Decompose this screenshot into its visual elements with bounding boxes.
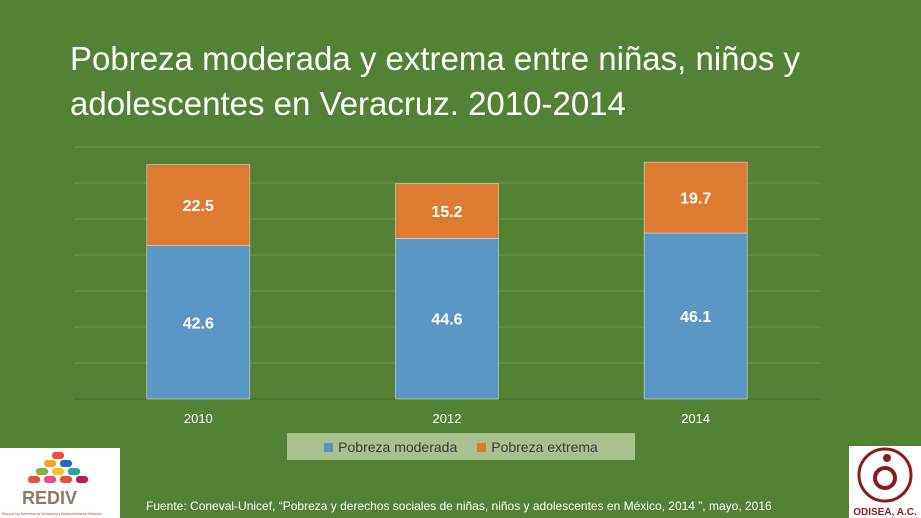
data-label: 42.6 bbox=[183, 315, 214, 332]
stacked-bar-chart: 42.6 22.5 2010 44.6 15.2 2012 46.1 19.7 2014 bbox=[74, 146, 820, 426]
data-label: 15.2 bbox=[431, 204, 462, 221]
svg-text:ODISEA, A.C.: ODISEA, A.C. bbox=[853, 507, 917, 518]
bar-extrema bbox=[395, 183, 499, 239]
odisea-logo: ODISEA, A.C. bbox=[849, 446, 921, 518]
rediv-logo: REDIV Red por los Derechos de la Infanci… bbox=[0, 448, 120, 518]
bar-moderada bbox=[643, 232, 748, 400]
source-note: Fuente: Coneval-Unicef, “Pobreza y derec… bbox=[146, 499, 772, 513]
legend-item-moderada: Pobreza moderada bbox=[324, 439, 457, 455]
legend-label: Pobreza extrema bbox=[491, 438, 598, 455]
data-label: 19.7 bbox=[680, 191, 711, 208]
legend: Pobreza moderada Pobreza extrema bbox=[287, 433, 635, 460]
svg-text:Red por los Derechos de la Inf: Red por los Derechos de la Infancia y Ad… bbox=[2, 512, 102, 516]
x-tick-label: 2010 bbox=[184, 411, 213, 426]
svg-text:REDIV: REDIV bbox=[22, 488, 77, 508]
legend-label: Pobreza moderada bbox=[338, 438, 458, 455]
legend-item-extrema: Pobreza extrema bbox=[477, 439, 598, 455]
bar-extrema bbox=[643, 161, 748, 234]
data-label: 44.6 bbox=[431, 312, 462, 329]
bar-moderada bbox=[146, 245, 251, 400]
chart-title: Pobreza moderada y extrema entre niñas, … bbox=[70, 40, 801, 122]
data-label: 22.5 bbox=[183, 198, 214, 215]
data-label: 46.1 bbox=[680, 309, 711, 326]
bar-extrema bbox=[146, 164, 251, 246]
bar-moderada bbox=[395, 238, 499, 400]
legend-swatch bbox=[324, 442, 334, 452]
x-tick-label: 2014 bbox=[681, 411, 710, 426]
x-tick-label: 2012 bbox=[433, 411, 462, 426]
legend-swatch bbox=[477, 442, 487, 452]
